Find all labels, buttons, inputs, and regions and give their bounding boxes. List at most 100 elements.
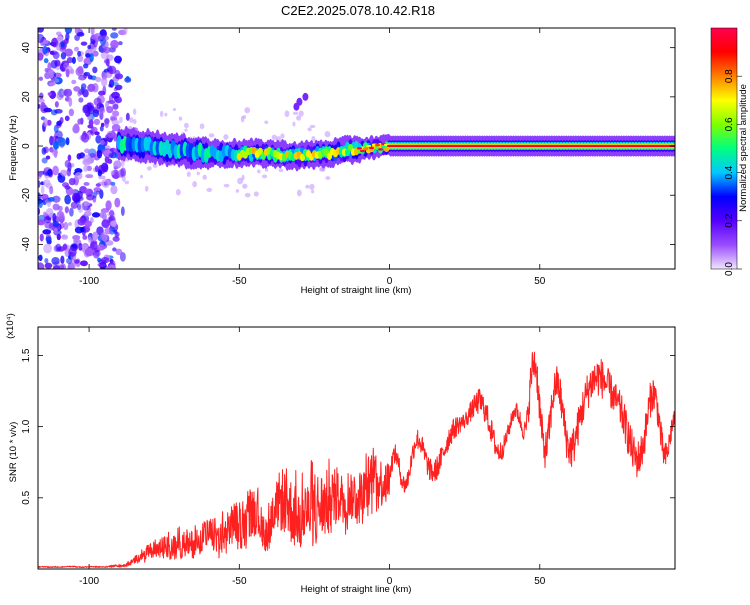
ridge-core xyxy=(368,146,375,150)
snr-y-tick-label: 1.5 xyxy=(21,348,32,362)
noise-speckle xyxy=(38,170,43,177)
spectrogram-y-tick-label: 0 xyxy=(21,143,32,149)
noise-speckle xyxy=(112,110,120,117)
noise-speckle xyxy=(49,148,54,153)
spectrogram-data xyxy=(38,28,675,269)
noise-speckle xyxy=(110,116,118,121)
noise-speckle xyxy=(77,118,82,125)
colorbar-label: Normalized spectral amplitude xyxy=(738,84,749,212)
noise-speckle xyxy=(78,74,87,81)
faint-speckle xyxy=(223,183,230,188)
noise-speckle xyxy=(81,132,90,143)
noise-speckle xyxy=(42,45,48,55)
noise-speckle xyxy=(47,92,52,96)
noise-speckle xyxy=(86,194,95,201)
noise-speckle xyxy=(50,59,58,69)
noise-speckle xyxy=(89,241,98,251)
noise-speckle xyxy=(49,185,54,195)
noise-speckle xyxy=(63,62,69,69)
noise-speckle xyxy=(83,63,89,69)
ridge-core xyxy=(356,147,363,150)
noise-speckle xyxy=(68,108,75,117)
faint-speckle xyxy=(223,134,229,140)
noise-speckle xyxy=(39,92,44,100)
noise-speckle xyxy=(111,119,120,126)
noise-speckle xyxy=(38,219,46,226)
noise-speckle xyxy=(64,48,73,57)
blob xyxy=(302,92,309,101)
noise-speckle xyxy=(38,52,44,61)
noise-speckle xyxy=(107,158,113,164)
faint-speckle xyxy=(253,191,259,197)
colorbar-tick-label: 0.6 xyxy=(724,117,735,131)
faint-speckle xyxy=(132,108,137,115)
faint-speckle xyxy=(206,187,213,192)
noise-speckle xyxy=(38,180,41,188)
noise-speckle xyxy=(84,247,94,257)
noise-speckle xyxy=(65,32,70,41)
faint-speckle xyxy=(124,180,130,185)
noise-speckle xyxy=(92,50,99,57)
noise-speckle xyxy=(68,97,73,107)
noise-speckle xyxy=(45,155,51,160)
noise-speckle xyxy=(66,168,72,177)
blob xyxy=(296,97,303,106)
noise-speckle xyxy=(44,262,53,269)
noise-speckle xyxy=(64,28,73,34)
noise-speckle xyxy=(104,227,112,235)
noise-speckle xyxy=(83,154,92,163)
noise-speckle xyxy=(56,211,65,220)
faint-speckle xyxy=(241,174,245,181)
colorbar: 0.0 0.2 0.4 0.6 0.8 Normalized spectral ampl… xyxy=(710,27,749,276)
noise-speckle xyxy=(73,238,78,244)
faint-speckle xyxy=(296,115,302,121)
noise-speckle xyxy=(113,229,118,234)
spectrogram-y-tick-label: 20 xyxy=(21,91,32,103)
noise-speckle xyxy=(73,86,81,92)
noise-speckle xyxy=(39,233,44,242)
noise-speckle xyxy=(99,107,106,114)
colorbar-ticks: 0.0 0.2 0.4 0.6 0.8 xyxy=(724,69,742,276)
faint-speckle xyxy=(284,110,290,118)
noise-speckle xyxy=(94,131,100,136)
snr-x-tick-label: 0 xyxy=(387,576,393,587)
noise-speckle xyxy=(83,201,91,207)
noise-speckle xyxy=(92,231,99,241)
noise-speckle xyxy=(106,130,116,139)
faint-speckle xyxy=(144,185,149,192)
faint-speckle xyxy=(240,115,245,123)
figure-title: C2E2.2025.078.10.42.R18 xyxy=(281,3,435,18)
noise-speckle xyxy=(88,119,94,127)
noise-speckle xyxy=(125,75,130,82)
snr-x-axis-label: Height of straight line (km) xyxy=(301,584,412,595)
noise-speckle xyxy=(112,247,117,252)
noise-speckle xyxy=(38,262,45,269)
noise-speckle xyxy=(52,51,60,60)
ridge-core xyxy=(374,143,381,147)
faint-speckle xyxy=(296,189,302,197)
noise-speckle xyxy=(70,262,77,269)
noise-speckle xyxy=(114,69,121,79)
spectrogram-y-tick-label: -40 xyxy=(21,237,32,252)
noise-speckle xyxy=(71,79,77,85)
noise-speckle xyxy=(95,183,101,187)
noise-speckle xyxy=(83,210,92,217)
noise-speckle xyxy=(89,53,94,63)
noise-speckle xyxy=(41,147,47,155)
faint-speckle xyxy=(235,189,240,193)
noise-speckle xyxy=(114,84,123,91)
noise-speckle xyxy=(60,255,65,265)
spectrogram-x-tick-label: -50 xyxy=(232,276,247,287)
noise-speckle xyxy=(66,56,74,64)
faint-speckle xyxy=(242,183,248,189)
snr-y-tick-label: 0.5 xyxy=(21,490,32,504)
faint-speckle xyxy=(159,110,164,118)
noise-speckle xyxy=(94,165,99,173)
spectrogram-ticks: -100 -50 0 50 -40 -20 0 20 40 xyxy=(21,28,675,287)
noise-speckle xyxy=(48,82,56,86)
ridge-core xyxy=(299,153,306,162)
noise-speckle xyxy=(52,265,61,269)
noise-speckle xyxy=(106,106,114,114)
noise-speckle xyxy=(80,260,88,267)
spectrogram-y-tick-label: -20 xyxy=(21,188,32,203)
